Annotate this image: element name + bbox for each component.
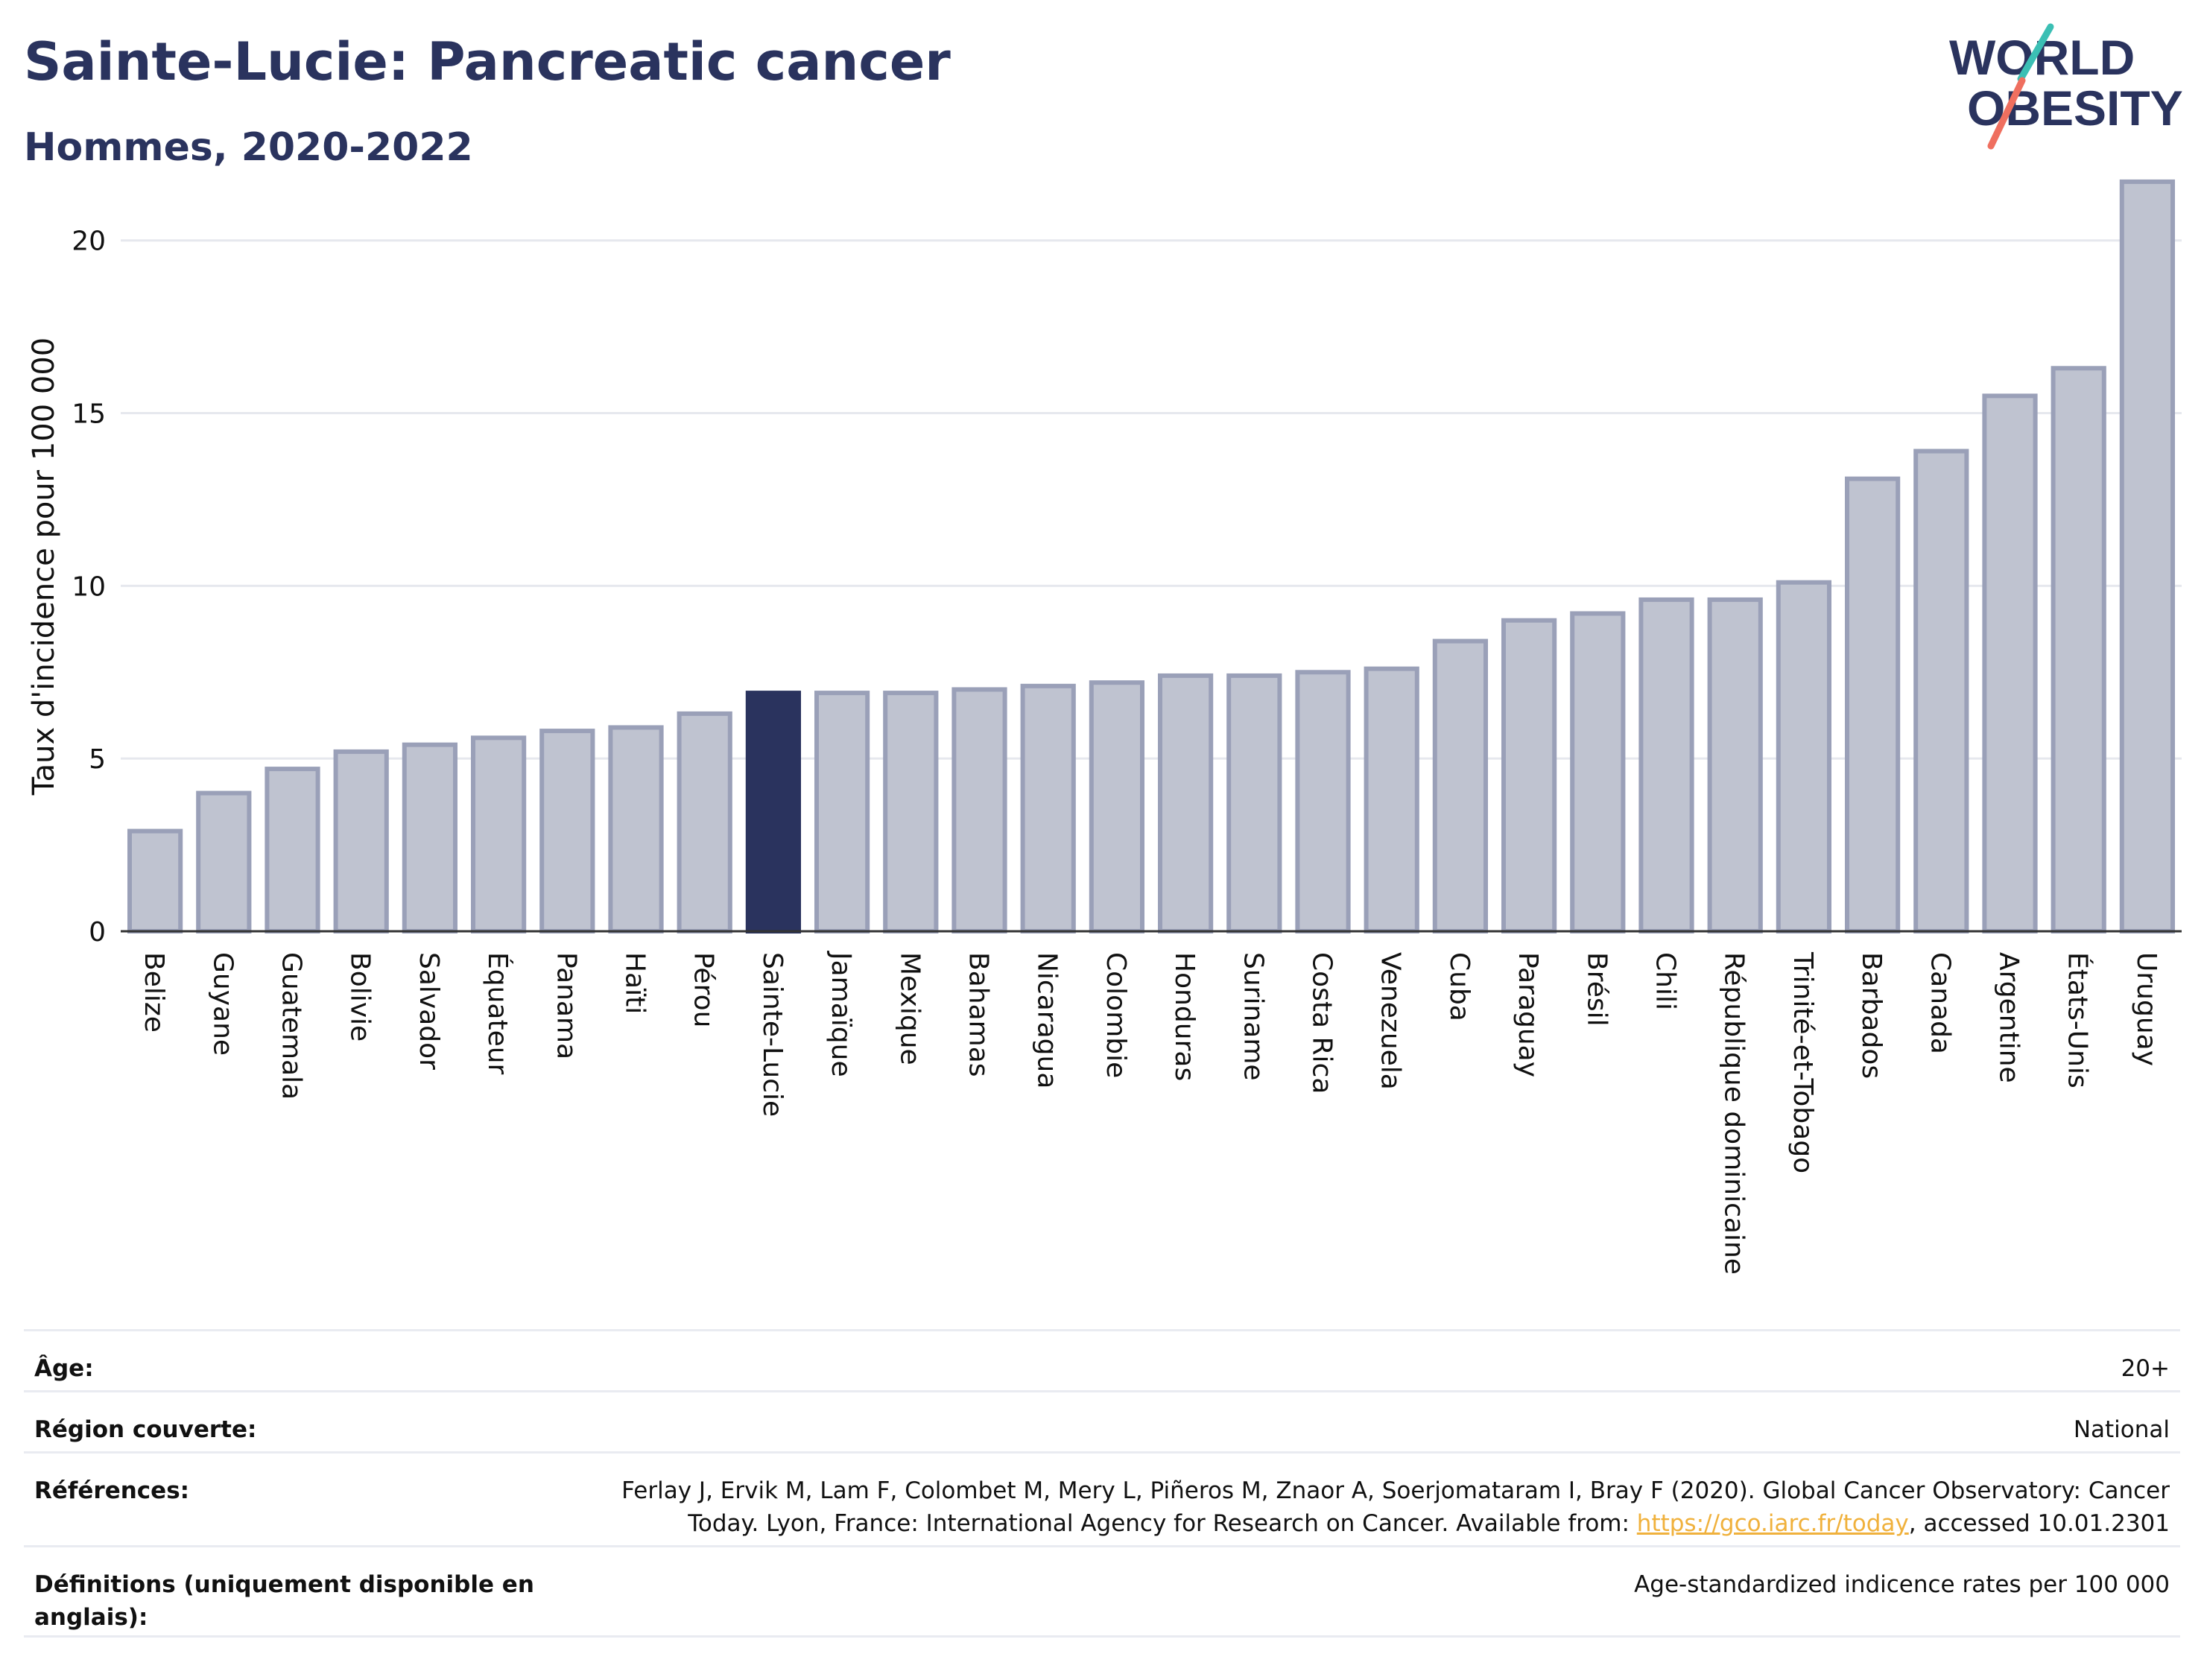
bar-ha-ti[interactable] (608, 725, 664, 933)
bar-canada[interactable] (1913, 448, 1969, 933)
bar-venezuela[interactable] (1364, 666, 1419, 933)
x-tick-label: Bahamas (963, 952, 994, 1077)
x-tick-label: Jamaïque (826, 951, 856, 1077)
y-tick-label: 10 (72, 571, 106, 602)
logo-slash-teal (2017, 23, 2054, 83)
bar-br-sil[interactable] (1570, 611, 1626, 933)
x-tick-label: Venezuela (1375, 952, 1406, 1090)
bar-bolivie[interactable] (333, 749, 389, 934)
x-tick-label: Brésil (1581, 952, 1612, 1027)
x-tick-label: Panama (551, 952, 581, 1059)
bar-suriname[interactable] (1226, 673, 1282, 934)
x-tick-label: Uruguay (2131, 952, 2162, 1066)
age-value: 20+ (2121, 1355, 2170, 1382)
region-value: National (2073, 1416, 2170, 1443)
x-tick-label: Trinité-et-Tobago (1787, 951, 1818, 1173)
x-tick-label: Paraguay (1513, 952, 1543, 1077)
references-value: Ferlay J, Ervik M, Lam F, Colombet M, Me… (621, 1474, 2170, 1540)
chart-subtitle: Hommes, 2020-2022 (24, 125, 473, 170)
y-tick-label: 0 (89, 917, 106, 948)
info-row-references: Références: Ferlay J, Ervik M, Lam F, Co… (24, 1451, 2180, 1545)
region-label: Région couverte: (34, 1416, 257, 1443)
x-tick-label: Haïti (620, 952, 650, 1014)
bar-salvador[interactable] (402, 742, 458, 933)
x-tick-label: Nicaragua (1032, 952, 1063, 1088)
bar-mexique[interactable] (883, 691, 939, 933)
bar-chart: 0 5 10 15 20 Belize Guyane Guatemala Bolivie Salv… (27, 179, 2182, 1275)
bar-uruguay[interactable] (2119, 179, 2176, 933)
bar-guatemala[interactable] (265, 767, 320, 934)
bar-r-publique-dominicaine[interactable] (1707, 597, 1763, 934)
bar-colombie[interactable] (1089, 680, 1145, 933)
y-tick-label: 20 (72, 226, 106, 257)
gridlines (121, 239, 2182, 760)
bar-chili[interactable] (1638, 597, 1694, 934)
bar-trinit-et-tobago[interactable] (1776, 580, 1832, 934)
bar-nicaragua[interactable] (1020, 683, 1076, 933)
info-row-region: Région couverte: National (24, 1390, 2180, 1451)
info-table: Âge: 20+ Région couverte: National Référ… (24, 1329, 2180, 1638)
info-row-age: Âge: 20+ (24, 1329, 2180, 1390)
age-label: Âge: (34, 1355, 94, 1382)
x-tick-label: Costa Rica (1307, 952, 1337, 1094)
references-text: Today. Lyon, France: International Agenc… (688, 1510, 1637, 1537)
bar-honduras[interactable] (1157, 673, 1214, 934)
bar-cuba[interactable] (1432, 638, 1489, 934)
x-tick-label: Suriname (1238, 952, 1268, 1081)
definitions-label: Définitions (uniquement disponible en an… (34, 1571, 534, 1631)
x-tick-label: Argentine (1994, 952, 2024, 1083)
bar-barbados[interactable] (1844, 476, 1901, 933)
bar-costa-rica[interactable] (1295, 670, 1351, 933)
bar-paraguay[interactable] (1501, 618, 1557, 934)
x-tick-label: Guyane (207, 952, 238, 1056)
bar-argentine[interactable] (1982, 393, 2038, 933)
y-axis-label: Taux d'incidence pour 100 000 (27, 337, 61, 796)
references-line2: Today. Lyon, France: International Agenc… (621, 1507, 2170, 1540)
x-tick-label: Bolivie (345, 952, 376, 1042)
chart-title: Sainte-Lucie: Pancreatic cancer (24, 31, 951, 92)
references-line1: Ferlay J, Ervik M, Lam F, Colombet M, Me… (621, 1477, 2170, 1504)
references-label: Références: (34, 1477, 190, 1504)
y-tick-label: 5 (89, 744, 106, 775)
x-tick-label: Canada (1925, 952, 1955, 1054)
bars (127, 179, 2176, 934)
x-tick-label: Cuba (1444, 952, 1475, 1021)
definitions-value: Age-standardized indicence rates per 100… (1634, 1571, 2170, 1598)
bar-guyane[interactable] (196, 790, 252, 933)
x-tick-label: Guatemala (276, 952, 307, 1100)
bar-jama-que[interactable] (814, 691, 870, 933)
x-tick-label: Barbados (1856, 952, 1887, 1079)
x-tick-label: États-Unis (2062, 952, 2094, 1088)
bar-belize[interactable] (127, 828, 183, 933)
x-tick-label: Mexique (894, 952, 925, 1065)
x-tick-label: République dominicaine (1719, 952, 1749, 1275)
x-tick-label: Honduras (1169, 952, 1200, 1081)
x-tick-label: Équateur (482, 952, 513, 1075)
bar-sainte-lucie[interactable] (745, 691, 802, 933)
logo-slash-coral (1987, 77, 2026, 150)
x-tick-label: Belize (139, 952, 169, 1033)
x-tick-label: Sainte-Lucie (757, 952, 788, 1117)
axes: 0 5 10 15 20 Belize Guyane Guatemala Bolivie Salv… (72, 226, 2182, 1275)
references-link[interactable]: https://gco.iarc.fr/today (1636, 1510, 1909, 1537)
info-row-definitions: Définitions (uniquement disponible en an… (24, 1545, 2180, 1638)
bar--quateur[interactable] (470, 735, 527, 933)
x-tick-label: Colombie (1101, 952, 1131, 1078)
references-accessed: , accessed 10.01.2301 (1908, 1510, 2170, 1537)
bar-bahamas[interactable] (951, 687, 1007, 933)
bar-panama[interactable] (539, 729, 595, 933)
x-tick-label: Pérou (688, 952, 719, 1027)
bar--tats-unis[interactable] (2051, 366, 2106, 934)
bar-p-rou[interactable] (677, 711, 732, 934)
x-tick-label: Salvador (414, 952, 444, 1070)
world-obesity-logo: WORLD OBESITY (1949, 23, 2183, 150)
y-tick-label: 15 (72, 399, 106, 430)
x-tick-label: Chili (1650, 952, 1681, 1010)
